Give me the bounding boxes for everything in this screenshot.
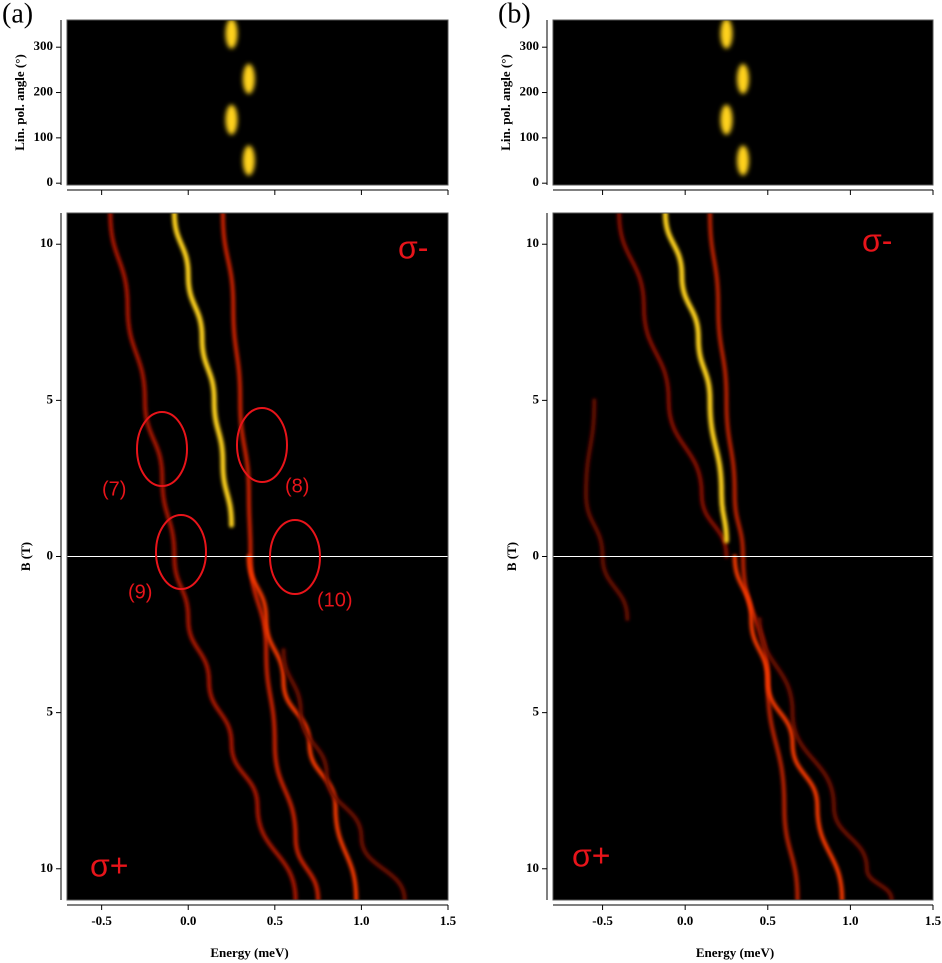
highlight-ellipse [155,514,207,590]
y-tick-label: 100 [520,129,540,144]
spectral-line [662,213,729,544]
annotation: σ- [398,229,428,265]
y-tick-label: 5 [533,704,540,719]
annotation: (9) [128,581,152,603]
annotation: σ+ [90,847,128,883]
intensity-spot [242,63,255,94]
intensity-spot [720,20,733,49]
spectral-line [617,213,729,559]
annotation: σ- [862,222,892,258]
y-axis-title: B (T) [504,542,519,571]
panel-label: (b) [498,0,531,29]
y-tick-label: 5 [47,391,54,406]
plot-frame [66,212,449,901]
y-axis-title: Lin. pol. angle (°) [12,54,27,151]
annotation: (7) [102,478,126,500]
plot-background [67,20,448,185]
y-tick-label: 200 [520,84,540,99]
x-tick-label: 1.5 [440,913,457,928]
plot-frame [66,19,449,186]
annotation: (8) [285,475,309,497]
y-axis-title: B (T) [18,542,33,571]
y-tick-label: 10 [40,235,53,250]
x-axis-title: Energy (meV) [210,945,288,960]
y-tick-label: 0 [533,174,540,189]
highlight-ellipse [136,411,188,487]
x-tick-label: -0.5 [91,913,112,928]
highlight-ellipse [236,407,288,483]
y-tick-label: 0 [533,547,540,562]
intensity-spot [225,20,238,49]
x-tick-label: 1.0 [842,913,858,928]
y-tick-label: 10 [526,235,539,250]
intensity-spot [737,63,749,94]
x-tick-label: -0.5 [592,913,613,928]
plot-area [584,213,894,900]
y-tick-label: 0 [47,547,54,562]
x-axis-title: Energy (meV) [696,945,774,960]
intensity-spot [737,145,749,176]
highlight-ellipse [269,519,321,595]
plot-area [657,20,834,185]
y-tick-label: 0 [47,174,54,189]
x-tick-label: 0.5 [760,913,777,928]
spectral-line [757,616,894,900]
spectral-line [281,648,407,900]
y-tick-label: 300 [34,38,54,53]
y-tick-label: 10 [40,860,53,875]
intensity-spot [225,104,238,135]
y-tick-label: 5 [533,391,540,406]
y-tick-label: 100 [34,129,54,144]
y-tick-label: 5 [47,704,54,719]
y-tick-label: 200 [34,84,54,99]
spectral-line [707,213,800,900]
y-axis-title: Lin. pol. angle (°) [498,54,513,151]
x-tick-label: 0.5 [267,913,284,928]
spectral-line [732,554,845,900]
plot-area [168,20,286,185]
plot-frame [552,19,934,186]
x-tick-label: 1.0 [353,913,369,928]
plot-frame [552,212,934,901]
x-tick-label: 0.0 [677,913,693,928]
y-tick-label: 300 [520,38,540,53]
x-tick-label: 0.0 [180,913,196,928]
spectral-line [171,213,235,528]
x-tick-label: 1.5 [925,913,942,928]
panel-label: (a) [2,0,33,29]
annotation: σ+ [572,837,610,873]
y-tick-label: 10 [526,860,539,875]
intensity-spot [242,145,255,176]
spectral-line [108,213,298,900]
spectral-line [584,398,630,621]
intensity-spot [720,104,733,135]
annotation: (10) [317,589,353,611]
